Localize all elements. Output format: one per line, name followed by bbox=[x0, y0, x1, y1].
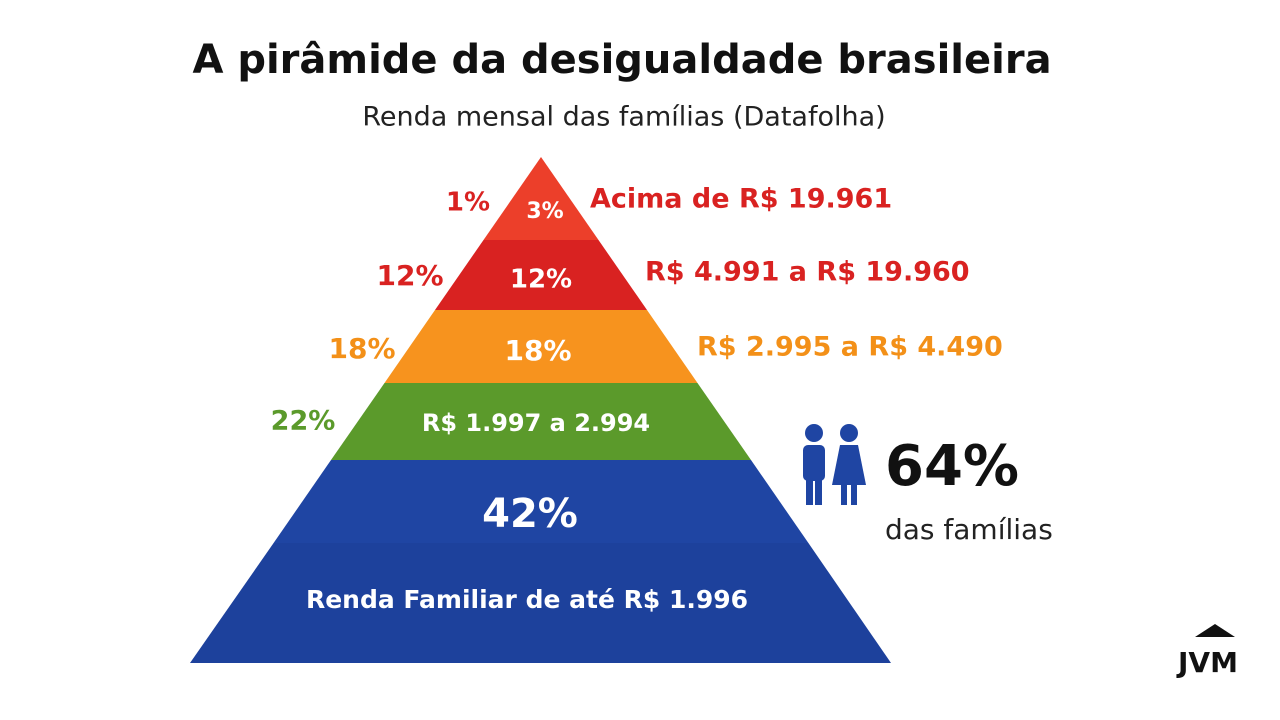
subtitle: Renda mensal das famílias (Datafolha) bbox=[362, 102, 885, 133]
logo-roof bbox=[1195, 624, 1235, 637]
share-inside: 42% bbox=[482, 491, 578, 537]
income-inside: Renda Familiar de até R$ 1.996 bbox=[306, 585, 748, 614]
share-left: 18% bbox=[328, 332, 395, 365]
income-inside: R$ 1.997 a 2.994 bbox=[422, 409, 650, 437]
level-6 bbox=[190, 543, 891, 663]
level-3 bbox=[384, 310, 698, 383]
income-right: R$ 2.995 a R$ 4.490 bbox=[697, 332, 1003, 363]
income-right: Acima de R$ 19.961 bbox=[590, 184, 892, 215]
share-left: 1% bbox=[446, 188, 490, 218]
share-inside: 18% bbox=[504, 334, 571, 367]
highlight-label: das famílias bbox=[885, 513, 1053, 546]
level-2 bbox=[435, 240, 647, 310]
logo: JVM bbox=[1176, 646, 1238, 679]
highlight-value: 64% bbox=[885, 434, 1019, 499]
level-4 bbox=[331, 383, 751, 460]
income-right: R$ 4.991 a R$ 19.960 bbox=[645, 257, 970, 288]
share-inside: 12% bbox=[510, 265, 572, 295]
level-top bbox=[483, 157, 599, 240]
share-left: 12% bbox=[376, 259, 443, 292]
share-inside: 3% bbox=[526, 199, 563, 224]
level-5 bbox=[273, 460, 809, 543]
title: A pirâmide da desigualdade brasileira bbox=[192, 37, 1051, 83]
people-icon bbox=[803, 424, 866, 505]
share-left: 22% bbox=[271, 406, 336, 437]
